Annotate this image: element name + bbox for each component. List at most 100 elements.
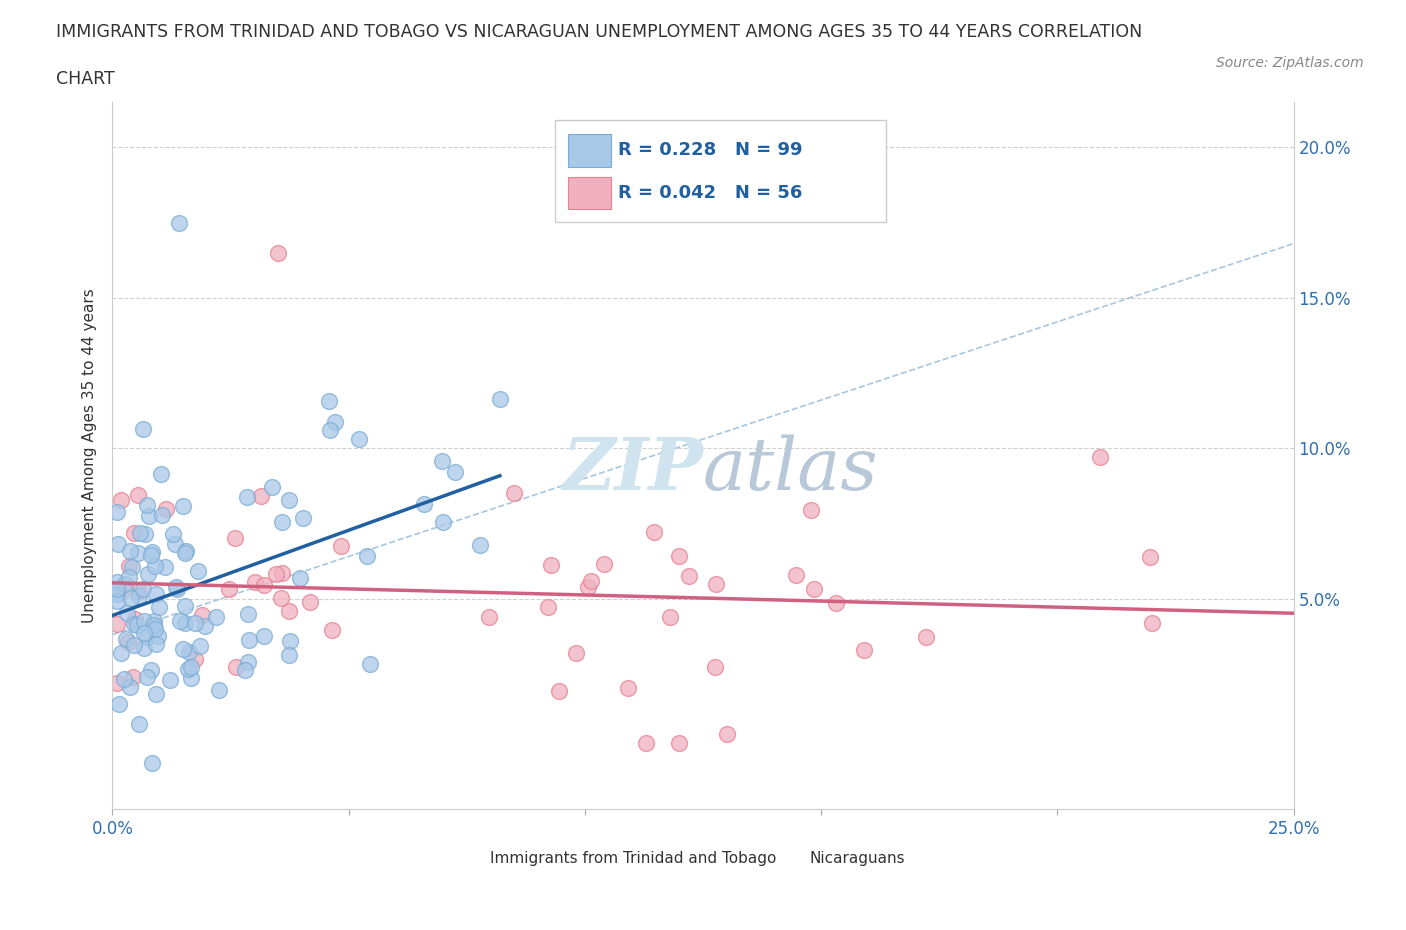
Point bbox=[853, 643, 876, 658]
Point bbox=[359, 657, 381, 671]
Point bbox=[270, 591, 292, 605]
Point bbox=[278, 604, 301, 618]
Point bbox=[658, 610, 681, 625]
Point bbox=[225, 659, 247, 674]
Point bbox=[172, 498, 194, 513]
Point bbox=[489, 392, 512, 406]
Point bbox=[127, 488, 149, 503]
Point bbox=[576, 580, 599, 595]
Point bbox=[118, 558, 141, 573]
Point bbox=[114, 581, 136, 596]
Point bbox=[537, 600, 560, 615]
Point bbox=[319, 422, 342, 437]
Point bbox=[444, 465, 467, 480]
Point bbox=[105, 675, 128, 690]
Point bbox=[253, 578, 276, 592]
Point bbox=[138, 509, 160, 524]
Point bbox=[131, 581, 153, 596]
Point bbox=[356, 549, 378, 564]
Point bbox=[150, 507, 173, 522]
Point bbox=[166, 582, 188, 597]
Point bbox=[914, 630, 936, 644]
Point bbox=[704, 577, 727, 591]
Point bbox=[153, 560, 176, 575]
Point bbox=[108, 697, 131, 711]
Point bbox=[183, 651, 205, 666]
Point bbox=[110, 645, 132, 660]
Point bbox=[187, 564, 209, 578]
FancyBboxPatch shape bbox=[766, 854, 803, 879]
Point bbox=[540, 557, 562, 572]
Point bbox=[118, 570, 141, 585]
Point bbox=[432, 454, 454, 469]
Point bbox=[139, 662, 162, 677]
Text: Nicaraguans: Nicaraguans bbox=[810, 851, 905, 866]
Point bbox=[704, 660, 727, 675]
Point bbox=[271, 566, 294, 581]
Point bbox=[134, 526, 156, 541]
Point bbox=[173, 598, 195, 613]
Point bbox=[668, 548, 690, 563]
Point bbox=[278, 647, 301, 662]
Point bbox=[468, 538, 491, 552]
Point bbox=[825, 596, 848, 611]
Point bbox=[124, 612, 146, 627]
Point bbox=[1139, 550, 1161, 565]
Point bbox=[127, 546, 149, 561]
Point bbox=[143, 622, 166, 637]
Point bbox=[207, 683, 229, 698]
Point bbox=[218, 582, 240, 597]
Point bbox=[105, 581, 128, 596]
Point bbox=[329, 538, 352, 553]
Point bbox=[565, 645, 588, 660]
Text: Immigrants from Trinidad and Tobago: Immigrants from Trinidad and Tobago bbox=[491, 851, 776, 866]
Point bbox=[280, 633, 302, 648]
Text: CHART: CHART bbox=[56, 70, 115, 87]
Point bbox=[114, 577, 136, 591]
Point bbox=[135, 630, 157, 644]
Point bbox=[174, 544, 197, 559]
Point bbox=[169, 614, 191, 629]
Point bbox=[184, 616, 207, 631]
Point bbox=[233, 662, 256, 677]
Point bbox=[112, 671, 135, 686]
Point bbox=[643, 525, 665, 539]
Point bbox=[194, 618, 217, 633]
Point bbox=[128, 588, 150, 603]
Point bbox=[121, 670, 143, 684]
Point bbox=[105, 594, 128, 609]
Point bbox=[122, 637, 145, 652]
Point bbox=[105, 575, 128, 590]
Point bbox=[180, 659, 202, 674]
Point bbox=[503, 485, 526, 500]
Point bbox=[592, 556, 614, 571]
Point bbox=[321, 623, 343, 638]
Point bbox=[579, 574, 602, 589]
Point bbox=[105, 587, 128, 602]
Point bbox=[253, 629, 276, 644]
Point bbox=[478, 609, 501, 624]
Point bbox=[224, 531, 246, 546]
Point bbox=[118, 544, 141, 559]
Point bbox=[262, 480, 284, 495]
Point bbox=[122, 525, 145, 540]
Point bbox=[290, 571, 312, 586]
Point bbox=[191, 607, 214, 622]
Point bbox=[180, 671, 202, 685]
Point bbox=[668, 736, 690, 751]
Text: R = 0.228   N = 99: R = 0.228 N = 99 bbox=[619, 141, 803, 159]
Point bbox=[127, 618, 149, 632]
Point bbox=[432, 514, 454, 529]
Point bbox=[148, 600, 170, 615]
Point bbox=[548, 684, 571, 698]
Point bbox=[177, 661, 200, 676]
Point bbox=[636, 735, 658, 750]
Point bbox=[803, 581, 825, 596]
Point bbox=[132, 421, 155, 436]
Point bbox=[174, 616, 197, 631]
Point bbox=[204, 610, 226, 625]
Point bbox=[135, 670, 157, 684]
Point bbox=[238, 632, 260, 647]
Point bbox=[145, 586, 167, 601]
Point bbox=[318, 393, 340, 408]
